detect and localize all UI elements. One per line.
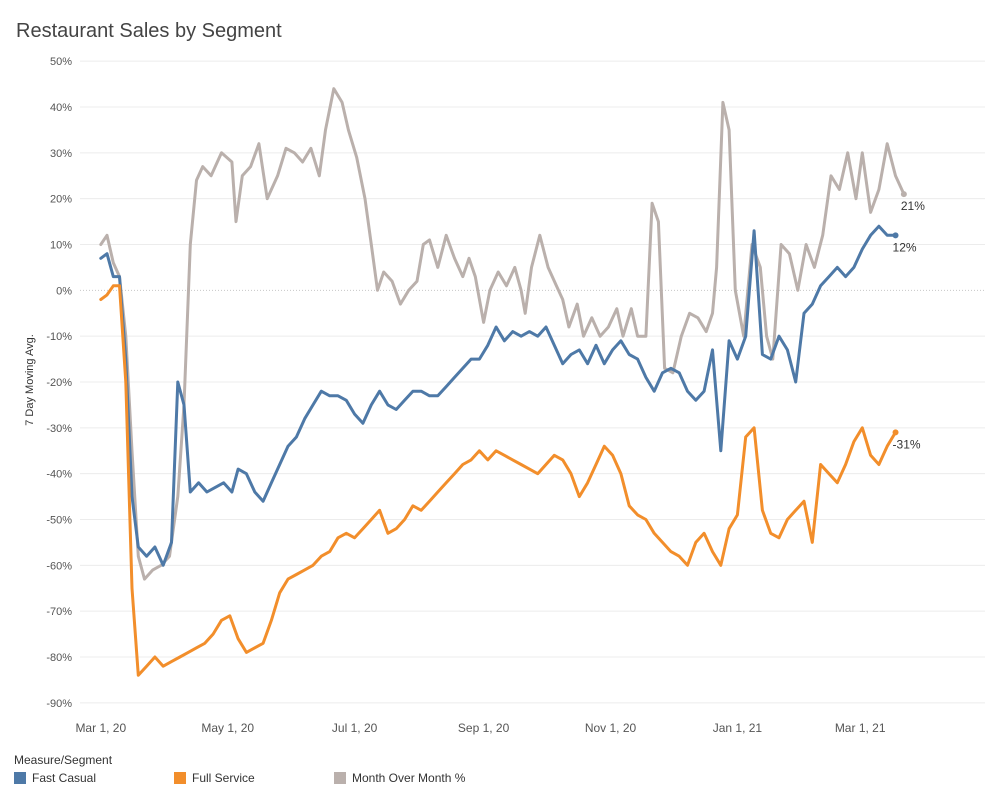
series-end-point bbox=[892, 429, 899, 436]
y-tick-label: 0% bbox=[56, 285, 72, 297]
x-tick-label: Sep 1, 20 bbox=[458, 721, 510, 735]
legend-label: Fast Casual bbox=[32, 771, 97, 785]
legend-item-full-service[interactable]: Full Service bbox=[174, 771, 255, 785]
x-tick-label: Mar 1, 20 bbox=[75, 721, 126, 735]
series-line-month-over-month bbox=[99, 87, 906, 581]
series-line-full-service bbox=[99, 284, 897, 677]
series-end-point bbox=[892, 232, 899, 239]
y-tick-label: 50% bbox=[50, 56, 72, 68]
y-tick-label: -40% bbox=[46, 469, 72, 481]
y-axis-label: 7 Day Moving Avg. bbox=[24, 334, 36, 426]
y-tick-label: 20% bbox=[50, 194, 72, 206]
end-label-month-over-month: 21% bbox=[901, 199, 925, 213]
legend-title: Measure/Segment bbox=[14, 753, 113, 767]
x-tick-label: Nov 1, 20 bbox=[585, 721, 637, 735]
x-axis: Mar 1, 20 May 1, 20 Jul 1, 20 Sep 1, 20 Nov … bbox=[75, 721, 885, 735]
y-tick-label: 40% bbox=[50, 102, 72, 114]
legend: Measure/Segment Fast Casual Full Service… bbox=[14, 753, 465, 785]
y-tick-label: 10% bbox=[50, 240, 72, 252]
legend-item-fast-casual[interactable]: Fast Casual bbox=[14, 771, 96, 785]
end-labels: 21% 12% -31% bbox=[893, 199, 926, 451]
y-tick-label: -80% bbox=[46, 652, 72, 664]
y-tick-label: -10% bbox=[46, 331, 72, 343]
y-axis: 50% 40% 30% 20% 10% 0% -10% -20% -30% -40% -50% -60… bbox=[46, 56, 72, 710]
x-tick-label: Mar 1, 21 bbox=[835, 721, 886, 735]
y-tick-label: -50% bbox=[46, 515, 72, 527]
series-line-fast-casual bbox=[99, 224, 897, 567]
y-tick-label: 30% bbox=[50, 148, 72, 160]
y-tick-label: -30% bbox=[46, 423, 72, 435]
y-tick-label: -60% bbox=[46, 560, 72, 572]
legend-item-month-over-month[interactable]: Month Over Month % bbox=[334, 771, 465, 785]
grid-lines bbox=[80, 60, 985, 704]
series-layer bbox=[99, 87, 907, 677]
legend-swatch bbox=[14, 772, 26, 784]
y-tick-label: -20% bbox=[46, 377, 72, 389]
legend-swatch bbox=[174, 772, 186, 784]
legend-label: Month Over Month % bbox=[352, 771, 466, 785]
end-label-full-service: -31% bbox=[893, 437, 921, 451]
x-tick-label: May 1, 20 bbox=[201, 721, 254, 735]
legend-swatch bbox=[334, 772, 346, 784]
y-tick-label: -90% bbox=[46, 698, 72, 710]
legend-label: Full Service bbox=[192, 771, 255, 785]
x-tick-label: Jan 1, 21 bbox=[713, 721, 763, 735]
chart-title: Restaurant Sales by Segment bbox=[16, 20, 282, 42]
end-label-fast-casual: 12% bbox=[893, 240, 917, 254]
series-end-point bbox=[900, 191, 907, 198]
line-chart: 50% 40% 30% 20% 10% 0% -10% -20% -30% -40% -50% -60… bbox=[24, 56, 985, 735]
y-tick-label: -70% bbox=[46, 606, 72, 618]
x-tick-label: Jul 1, 20 bbox=[332, 721, 378, 735]
